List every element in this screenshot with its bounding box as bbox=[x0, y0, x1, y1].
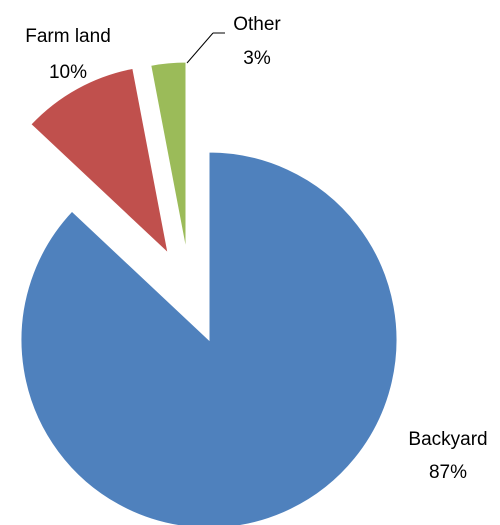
label-other-value: 3% bbox=[243, 48, 271, 69]
pie-slices bbox=[20, 61, 398, 525]
label-farm-land-name: Farm land bbox=[25, 26, 111, 47]
pie-slice-backyard bbox=[20, 151, 398, 525]
label-farm-land-value: 10% bbox=[49, 62, 87, 83]
label-other-name: Other bbox=[233, 14, 281, 35]
pie-slice-farm-land bbox=[30, 67, 169, 255]
other-leader-line bbox=[186, 32, 214, 64]
pie-labels: Farm land 10% Other 3% Backyard 87% bbox=[25, 14, 487, 483]
pie-slice-other bbox=[150, 61, 187, 251]
label-backyard-value: 87% bbox=[429, 462, 467, 483]
label-backyard-name: Backyard bbox=[408, 429, 487, 450]
